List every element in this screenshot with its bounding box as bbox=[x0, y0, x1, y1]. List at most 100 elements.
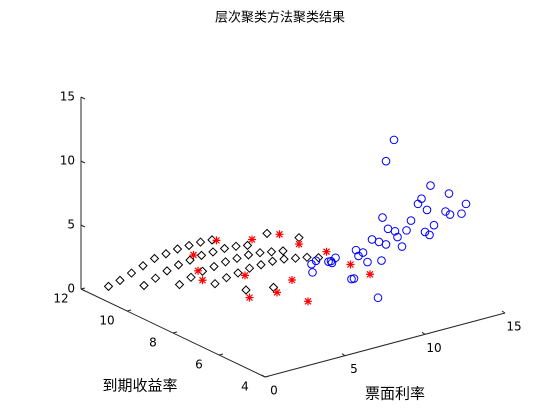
circle-point bbox=[422, 205, 432, 215]
y-tick bbox=[218, 353, 224, 356]
diamond-point bbox=[174, 279, 185, 290]
circle-point bbox=[381, 156, 391, 166]
x-axis-line bbox=[264, 312, 506, 378]
x-tick-label: 10 bbox=[426, 341, 441, 355]
diamond-point bbox=[149, 253, 160, 264]
diamond-point bbox=[221, 272, 232, 283]
circle-point bbox=[402, 226, 411, 235]
diamond-point bbox=[279, 254, 289, 264]
y-tick bbox=[126, 309, 132, 312]
circle-point bbox=[441, 207, 450, 216]
diamond-point bbox=[126, 268, 137, 278]
circle-point bbox=[347, 274, 356, 284]
asterisk-point bbox=[346, 260, 355, 269]
diamond-point bbox=[209, 261, 219, 272]
diamond-point bbox=[313, 252, 324, 263]
z-tick bbox=[80, 160, 86, 164]
circle-point bbox=[444, 189, 454, 198]
circle-point bbox=[417, 194, 426, 203]
diamond-point bbox=[195, 237, 206, 247]
asterisk-point bbox=[366, 270, 374, 279]
circle-point bbox=[397, 242, 407, 251]
chart-title: 层次聚类方法聚类结果 bbox=[215, 10, 345, 26]
circle-point bbox=[425, 230, 434, 240]
diamond-point bbox=[262, 228, 272, 239]
diamond-point bbox=[173, 260, 184, 270]
circle-point bbox=[445, 210, 455, 219]
diamond-point bbox=[197, 266, 208, 276]
diamond-point bbox=[196, 250, 207, 261]
diamond-point bbox=[162, 266, 172, 276]
diamond-point bbox=[243, 250, 254, 260]
diamond-point bbox=[220, 257, 231, 267]
diamond-point bbox=[242, 240, 253, 251]
diamond-point bbox=[255, 247, 265, 258]
asterisk-point bbox=[194, 266, 202, 275]
asterisk-point bbox=[304, 297, 312, 306]
diamond-point bbox=[290, 253, 301, 263]
diamond-point bbox=[256, 260, 266, 270]
asterisk-point bbox=[322, 247, 331, 256]
z-tick bbox=[80, 224, 86, 228]
y-tick bbox=[264, 375, 270, 378]
asterisk-point bbox=[189, 250, 198, 259]
asterisk-point bbox=[212, 236, 221, 245]
circle-point bbox=[308, 268, 317, 277]
circle-point bbox=[420, 227, 430, 237]
asterisk-point bbox=[198, 276, 207, 285]
circle-point bbox=[383, 224, 393, 234]
z-tick-label: 10 bbox=[60, 154, 75, 168]
circle-point bbox=[461, 199, 471, 209]
circle-point bbox=[351, 245, 361, 255]
x-tick bbox=[421, 331, 426, 335]
diamond-point bbox=[266, 247, 277, 257]
x-tick-label: 5 bbox=[350, 362, 358, 376]
z-tick-label: 5 bbox=[67, 218, 75, 232]
circle-point bbox=[307, 259, 316, 269]
x-tick-label: 15 bbox=[506, 320, 521, 334]
y-tick-label: 10 bbox=[99, 314, 114, 328]
asterisk-point bbox=[241, 271, 249, 280]
diamond-point bbox=[185, 255, 195, 265]
diamond-point bbox=[139, 280, 149, 291]
diamond-point bbox=[115, 275, 125, 286]
circle-point bbox=[426, 181, 435, 190]
asterisk-point bbox=[245, 293, 254, 302]
diamond-point bbox=[241, 285, 251, 295]
asterisk-point bbox=[273, 288, 281, 297]
circle-point bbox=[363, 257, 372, 267]
y-tick bbox=[172, 331, 178, 334]
x-tick bbox=[261, 374, 266, 378]
z-tick bbox=[80, 96, 86, 100]
circle-point bbox=[373, 293, 383, 303]
diamond-point bbox=[208, 247, 218, 257]
circle-point bbox=[324, 257, 333, 267]
z-tick bbox=[80, 288, 86, 292]
circle-point bbox=[457, 209, 466, 218]
diamond-point bbox=[186, 272, 196, 283]
asterisk-point bbox=[288, 276, 296, 284]
asterisk-point bbox=[248, 235, 256, 244]
diamond-point bbox=[184, 240, 194, 251]
circle-point bbox=[378, 213, 387, 222]
diamond-point bbox=[219, 243, 230, 254]
x-axis-label: 票面利率 bbox=[365, 385, 425, 403]
x-tick bbox=[341, 353, 346, 357]
diamond-point bbox=[268, 282, 279, 293]
diamond-point bbox=[172, 244, 183, 254]
circle-point bbox=[327, 258, 337, 268]
z-tick-label: 0 bbox=[67, 282, 75, 296]
diamond-point bbox=[302, 252, 312, 263]
y-tick-label: 6 bbox=[195, 358, 203, 372]
diamond-point bbox=[244, 263, 255, 273]
diamond-point bbox=[210, 278, 220, 289]
x-tick bbox=[501, 310, 506, 314]
asterisk-point bbox=[275, 230, 284, 239]
x-tick-label: 0 bbox=[270, 384, 278, 398]
asterisk-point bbox=[295, 240, 303, 249]
circle-point bbox=[429, 220, 439, 230]
y-tick-label: 8 bbox=[149, 336, 157, 350]
diamond-point bbox=[103, 281, 114, 292]
